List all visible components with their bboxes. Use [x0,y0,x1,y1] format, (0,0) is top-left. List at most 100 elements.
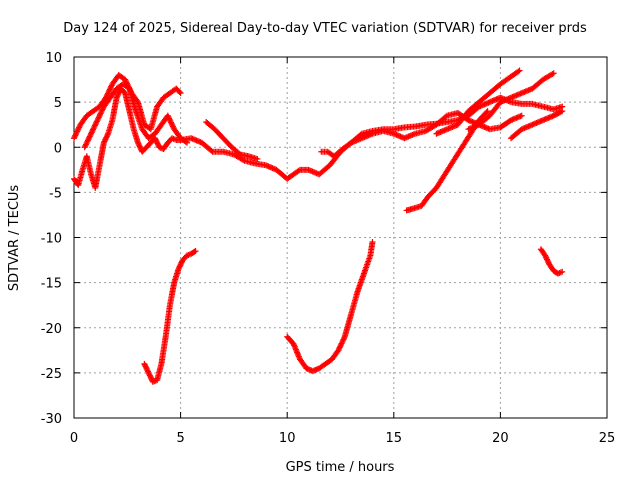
track-marker [234,149,241,156]
track-marker [261,162,268,169]
track-marker [141,146,148,153]
track-marker [178,259,185,266]
series-track-5 [318,109,525,160]
y-tick-label: -15 [41,277,62,292]
track-marker [538,117,545,124]
track-marker [516,128,523,135]
track-marker [515,68,522,75]
track-marker [72,132,79,139]
track-marker [548,71,555,78]
data-point [94,117,101,124]
track-marker [389,130,396,137]
track-marker [484,114,491,121]
track-marker [288,173,295,180]
track-marker [339,337,346,344]
track-marker [207,146,214,153]
track-marker [113,96,120,103]
track-marker [301,362,308,369]
y-tick-label: -10 [41,232,62,247]
track-marker [506,95,513,102]
track-marker [104,90,111,97]
track-marker [108,83,115,90]
track-marker [176,88,183,95]
track-marker [89,128,96,135]
series-track-10 [141,248,199,385]
series-track-1 [71,85,566,191]
track-marker [83,140,90,147]
track-marker [323,148,330,155]
track-marker [495,83,502,90]
track-marker [71,133,78,140]
track-marker [191,248,198,255]
track-marker [166,116,173,123]
series-track-11 [284,239,376,375]
y-tick-label: -20 [41,322,62,337]
track-marker [442,113,449,120]
track-marker [360,272,367,279]
track-marker [465,133,472,140]
track-marker [171,136,178,143]
track-marker [336,345,343,352]
track-marker [104,132,111,139]
track-marker [105,97,112,104]
track-marker [72,131,79,138]
track-marker [158,362,165,369]
track-marker [108,118,115,125]
track-marker [95,114,102,121]
track-marker [100,141,107,148]
track-marker [482,110,489,117]
track-marker [208,147,215,154]
track-marker [169,122,176,129]
track-marker [295,167,302,174]
series-track-2 [71,72,184,142]
series-track-9 [403,108,491,214]
x-tick-labels: 0 5 10 15 20 25 [70,431,615,446]
track-marker [87,132,94,139]
y-tick-label: 0 [54,141,62,156]
x-tick-label: 15 [386,431,403,446]
track-marker [73,129,80,136]
track-marker [153,105,160,112]
series-track-4 [203,118,261,162]
track-marker [93,119,100,126]
track-marker [98,107,105,114]
track-marker [120,87,127,94]
track-marker [84,138,91,145]
track-marker [134,138,141,145]
series-track-12 [537,246,566,277]
track-marker [320,362,327,369]
grid-lines [74,57,607,418]
track-marker [182,138,189,145]
track-marker [163,142,170,149]
track-marker [90,125,97,132]
track-marker [105,89,112,96]
track-marker [74,128,81,135]
track-marker [164,91,171,98]
track-marker [250,160,257,167]
track-marker [218,132,225,139]
track-marker [337,148,344,155]
track-marker [474,119,481,126]
track-marker [501,78,508,85]
track-marker [517,90,524,97]
track-marker [229,151,236,158]
track-marker [339,339,346,346]
track-marker [165,114,172,121]
track-marker [174,267,181,274]
track-marker [430,123,437,130]
track-marker [368,131,375,138]
track-marker [167,118,174,125]
track-marker [175,87,182,94]
track-marker [81,115,88,122]
series-track-3 [81,81,190,151]
track-marker [84,137,91,144]
track-marker [126,106,133,113]
track-marker [94,105,101,112]
track-marker [484,92,491,99]
track-marker [145,141,152,148]
track-marker [155,141,162,148]
track-marker [170,281,177,288]
y-tick-label: 10 [45,51,62,66]
track-marker [507,73,514,80]
track-marker [158,97,165,104]
